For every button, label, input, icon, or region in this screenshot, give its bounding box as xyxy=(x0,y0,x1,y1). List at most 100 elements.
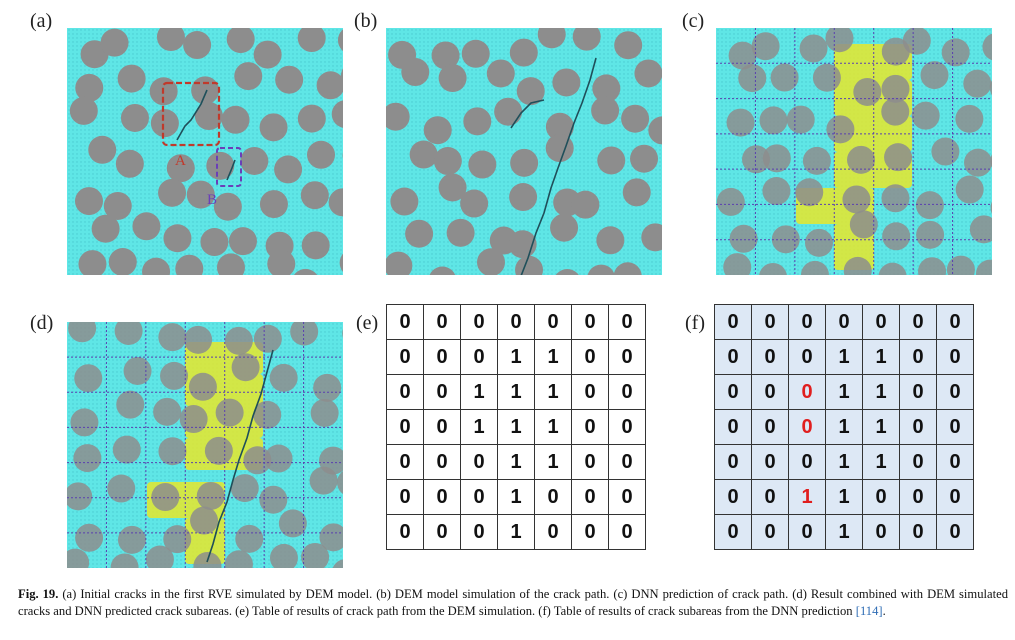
particle xyxy=(634,59,662,88)
particle xyxy=(386,102,410,131)
particle xyxy=(224,550,253,568)
particle xyxy=(591,96,620,125)
panel-b-dem-crack-path-image xyxy=(386,28,662,275)
particle xyxy=(221,105,250,134)
table-cell: 1 xyxy=(534,444,572,480)
particle xyxy=(253,324,282,353)
table-cell: 1 xyxy=(460,374,498,410)
particle xyxy=(723,253,752,275)
table-cell: 0 xyxy=(571,374,609,410)
particle xyxy=(552,68,581,97)
particle xyxy=(918,257,947,275)
microstructure-svg xyxy=(386,28,662,275)
table-cell: 0 xyxy=(460,479,498,515)
panel-label-a: (a) xyxy=(30,10,53,32)
particle xyxy=(163,525,192,554)
particle xyxy=(510,148,539,177)
particle xyxy=(267,249,296,275)
particle xyxy=(108,248,137,275)
particle xyxy=(331,100,343,128)
table-cell: 0 xyxy=(788,374,826,410)
table-cell: 1 xyxy=(497,339,535,375)
particle xyxy=(75,73,104,102)
particle xyxy=(826,115,855,144)
particle xyxy=(328,188,343,217)
particle xyxy=(240,146,269,175)
particle xyxy=(648,116,662,145)
table-cell: 1 xyxy=(497,374,535,410)
particle xyxy=(429,266,456,275)
particle xyxy=(881,37,910,66)
table-cell: 0 xyxy=(386,374,424,410)
table-cell: 0 xyxy=(460,339,498,375)
particle xyxy=(259,485,288,514)
particle xyxy=(67,548,90,568)
particle xyxy=(401,58,430,87)
particle xyxy=(550,213,579,242)
panel-label-b: (b) xyxy=(354,10,378,32)
particle xyxy=(301,231,330,260)
particle xyxy=(572,28,601,51)
particle xyxy=(751,32,780,61)
particle xyxy=(188,372,217,401)
particle xyxy=(179,405,208,434)
table-cell: 0 xyxy=(862,304,900,340)
particle xyxy=(433,147,462,176)
particle xyxy=(337,471,343,494)
particle xyxy=(460,189,489,218)
table-cell: 0 xyxy=(714,374,752,410)
particle xyxy=(878,262,907,275)
table-cell: 1 xyxy=(497,409,535,445)
particle xyxy=(206,151,235,180)
panel-label-f: (f) xyxy=(685,312,705,334)
table-cell: 0 xyxy=(825,304,863,340)
table-cell: 0 xyxy=(571,339,609,375)
particle xyxy=(941,38,970,67)
particle xyxy=(786,105,815,134)
table-cell: 0 xyxy=(608,374,646,410)
particle xyxy=(431,41,460,70)
table-cell: 0 xyxy=(899,479,937,515)
particle xyxy=(881,74,910,103)
particle xyxy=(275,65,304,94)
particle xyxy=(571,190,600,219)
particle xyxy=(123,356,152,385)
table-cell: 0 xyxy=(936,339,974,375)
particle xyxy=(293,268,318,275)
particle xyxy=(269,363,298,392)
particle xyxy=(762,144,791,173)
particle xyxy=(310,398,339,427)
particle xyxy=(516,77,545,106)
table-cell: 0 xyxy=(751,374,789,410)
particle xyxy=(386,251,413,275)
particle xyxy=(300,181,329,210)
crack-marker-b-box xyxy=(216,147,242,187)
table-cell: 0 xyxy=(936,304,974,340)
particle xyxy=(191,76,220,105)
particle xyxy=(597,146,626,175)
caption-text: (a) Initial cracks in the first RVE simu… xyxy=(18,587,1009,618)
caption-reference-link[interactable]: [114] xyxy=(855,604,883,618)
particle xyxy=(963,69,992,98)
particle xyxy=(116,390,145,419)
particle xyxy=(340,68,343,84)
particle xyxy=(881,97,910,126)
table-cell: 0 xyxy=(608,304,646,340)
table-cell: 0 xyxy=(423,444,461,480)
table-cell: 0 xyxy=(423,304,461,340)
table-cell: 0 xyxy=(788,444,826,480)
particle xyxy=(728,41,757,70)
particle xyxy=(423,116,452,145)
particle xyxy=(982,33,992,61)
particle xyxy=(613,262,642,275)
particle xyxy=(110,553,139,568)
crack-marker-a-box xyxy=(161,81,221,147)
particle xyxy=(235,524,264,553)
particle xyxy=(825,28,854,53)
table-cell: 0 xyxy=(423,514,461,550)
particle xyxy=(316,71,343,100)
